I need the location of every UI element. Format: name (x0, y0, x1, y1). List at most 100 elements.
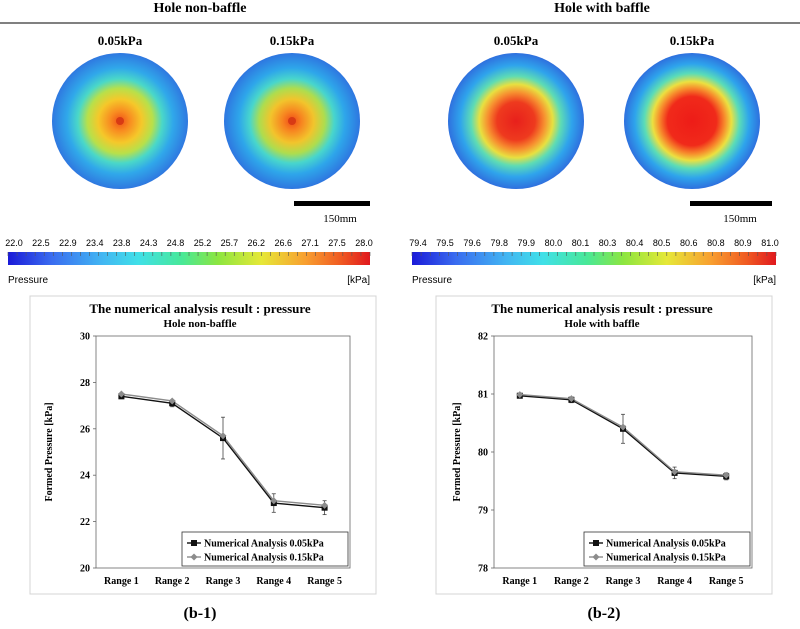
colorbar-tick-label: 80.0 (545, 238, 563, 248)
chart-right-title: The numerical analysis result : pressure (491, 301, 713, 316)
scale-bar-left-label: 150mm (323, 213, 357, 225)
legend-label: Numerical Analysis 0.05kPa (606, 539, 726, 550)
y-tick-label: 30 (80, 332, 90, 343)
y-tick-label: 80 (478, 448, 488, 459)
series-point (168, 397, 176, 405)
x-tick-label: Range 1 (104, 576, 139, 587)
colorbar-tick-label: 22.5 (32, 238, 50, 248)
colorbar-tick-label: 80.5 (653, 238, 671, 248)
x-tick-label: Range 4 (256, 576, 291, 587)
y-tick-label: 22 (80, 517, 90, 528)
legend-label: Numerical Analysis 0.05kPa (204, 539, 324, 550)
legend-box (583, 531, 751, 567)
colorbar-tick-label: 22.9 (59, 238, 77, 248)
legend-label: Numerical Analysis 0.15kPa (606, 553, 726, 564)
colorbar-right: Pressure [kPa] 79.4 79.5 79.6 79.8 79.9 80.0 8… (409, 238, 779, 286)
chart-left-title: The numerical analysis result : pressure (89, 301, 311, 316)
y-tick-label: 28 (80, 378, 90, 389)
chart-left: The numerical analysis result : pressure… (29, 295, 377, 595)
colorbar-tick-label: 28.0 (355, 238, 373, 248)
scale-bar-right-label: 150mm (723, 213, 757, 225)
series-point (516, 391, 524, 399)
colorbar-tick-label: 26.6 (274, 238, 292, 248)
colorbar-tick-label: 80.6 (680, 238, 698, 248)
y-tick-label: 78 (478, 564, 488, 575)
colorbar-tick-label: 24.8 (167, 238, 185, 248)
scale-bar-left (294, 201, 370, 206)
x-tick-label: Range 2 (155, 576, 190, 587)
contour-disc-right-2 (624, 53, 760, 189)
chart-right: The numerical analysis result : pressure… (435, 295, 773, 595)
colorbar-tick-label: 80.8 (707, 238, 725, 248)
colorbar-left-unit: [kPa] (347, 275, 370, 286)
contour-disc-left-2 (224, 53, 360, 189)
y-tick-label: 20 (80, 564, 90, 575)
series-point (321, 501, 329, 509)
colorbar-tick-label: 79.6 (463, 238, 481, 248)
colorbar-tick-label: 22.0 (5, 238, 23, 248)
series-point (117, 390, 125, 398)
colorbar-tick-label: 27.5 (328, 238, 346, 248)
series-point (270, 497, 278, 505)
legend-marker (592, 553, 600, 561)
colorbar-tick-label: 79.9 (518, 238, 536, 248)
caption-left: (b-1) (184, 605, 217, 622)
y-tick-label: 24 (80, 471, 90, 482)
colorbar-tick-label: 24.3 (140, 238, 158, 248)
legend-marker (191, 540, 197, 546)
colorbar-tick-label: 80.9 (734, 238, 752, 248)
x-tick-label: Range 3 (606, 576, 641, 587)
colorbar-tick-label: 79.8 (490, 238, 508, 248)
colorbar-tick-label: 80.1 (572, 238, 590, 248)
colorbar-tick-label: 25.7 (221, 238, 239, 248)
scale-bar-right (690, 201, 772, 206)
x-tick-label: Range 3 (206, 576, 241, 587)
colorbar-tick-label: 80.3 (599, 238, 617, 248)
chart-left-ylabel: Formed Pressure [kPa] (44, 402, 55, 501)
y-tick-label: 82 (478, 332, 488, 343)
y-tick-label: 79 (478, 506, 488, 517)
series-point (722, 471, 730, 479)
colorbar-tick-label: 79.4 (409, 238, 427, 248)
x-tick-label: Range 5 (709, 576, 744, 587)
series-point (567, 395, 575, 403)
colorbar-left-label: Pressure (8, 275, 48, 286)
legend-marker (190, 553, 198, 561)
colorbar-tick-label: 26.2 (248, 238, 266, 248)
caption-right: (b-2) (588, 605, 621, 622)
colorbar-tick-label: 81.0 (761, 238, 779, 248)
header-right: Hole with baffle (554, 1, 650, 16)
series-point (671, 468, 679, 476)
colorbar-right-unit: [kPa] (753, 275, 776, 286)
colorbar-left: Pressure [kPa] 22.0 22.5 22.9 23.4 23.8 24.3 2… (5, 238, 373, 286)
chart-left-subtitle: Hole non-baffle (163, 318, 236, 330)
colorbar-right-label: Pressure (412, 275, 452, 286)
x-tick-label: Range 2 (554, 576, 589, 587)
chart-right-ylabel: Formed Pressure [kPa] (452, 402, 463, 501)
colorbar-tick-label: 79.5 (436, 238, 454, 248)
y-tick-label: 26 (80, 424, 90, 435)
series-point (219, 432, 227, 440)
plot-area (95, 335, 351, 569)
contour-label-right-2: 0.15kPa (670, 33, 715, 48)
legend-marker (593, 540, 599, 546)
colorbar-tick-label: 23.8 (113, 238, 131, 248)
contour-label-left-1: 0.05kPa (98, 33, 143, 48)
x-tick-label: Range 1 (502, 576, 537, 587)
colorbar-tick-label: 27.1 (301, 238, 319, 248)
contour-label-left-2: 0.15kPa (270, 33, 315, 48)
x-tick-label: Range 4 (657, 576, 692, 587)
colorbar-tick-label: 23.4 (86, 238, 104, 248)
legend-box (181, 531, 349, 567)
contour-disc-right-1 (448, 53, 584, 189)
header-left: Hole non-baffle (154, 1, 247, 16)
contour-disc-left-1 (52, 53, 188, 189)
contour-label-right-1: 0.05kPa (494, 33, 539, 48)
colorbar-tick-label: 25.2 (194, 238, 212, 248)
colorbar-tick-label: 80.4 (626, 238, 644, 248)
series-point (619, 423, 627, 431)
chart-right-subtitle: Hole with baffle (564, 318, 639, 330)
y-tick-label: 81 (478, 390, 488, 401)
legend-label: Numerical Analysis 0.15kPa (204, 553, 324, 564)
